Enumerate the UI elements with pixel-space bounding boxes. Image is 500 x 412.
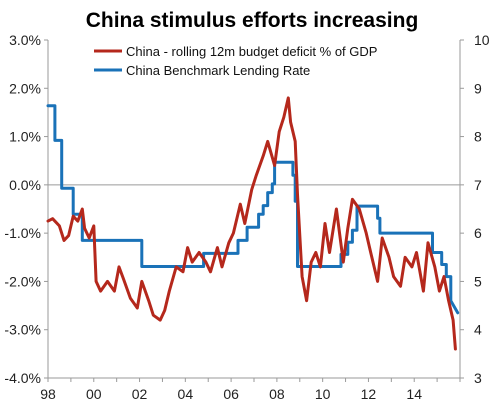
y-left-tick-label: 3.0% — [9, 32, 41, 48]
series-line-budget-deficit — [46, 96, 457, 351]
x-tick-label: 02 — [132, 386, 148, 402]
x-tick-label: 04 — [178, 386, 194, 402]
y-left-tick-label: -4.0% — [4, 370, 41, 386]
y-right-tick-label: 4 — [474, 322, 482, 338]
x-tick-label: 98 — [40, 386, 56, 402]
x-tick-label: 10 — [315, 386, 331, 402]
x-tick-label: 08 — [269, 386, 285, 402]
chart-title: China stimulus efforts increasing — [86, 9, 419, 32]
y-right-tick-label: 7 — [474, 177, 482, 193]
y-left-tick-label: 2.0% — [9, 80, 41, 96]
legend: China - rolling 12m budget deficit % of … — [94, 44, 377, 78]
series-line-lending-rate — [46, 104, 460, 315]
y-right-tick-label: 9 — [474, 80, 482, 96]
y-right-tick-label: 6 — [474, 225, 482, 241]
x-tick-label: 14 — [406, 386, 422, 402]
series-layer — [46, 96, 460, 351]
y-right-tick-label: 5 — [474, 273, 482, 289]
y-left-tick-label: 1.0% — [9, 129, 41, 145]
y-left-tick-label: -1.0% — [4, 225, 41, 241]
y-right-tick-label: 8 — [474, 129, 482, 145]
y-left-tick-label: -3.0% — [4, 322, 41, 338]
y-left-tick-label: 0.0% — [9, 177, 41, 193]
x-tick-label: 06 — [223, 386, 239, 402]
legend-label-lending-rate: China Benchmark Lending Rate — [126, 63, 310, 78]
axes: -4.0% -3.0% -2.0% -1.0% 0.0% 1.0% 2.0% 3.0% 3 4 5 6… — [4, 32, 489, 402]
y-left-tick-label: -2.0% — [4, 273, 41, 289]
x-tick-label: 00 — [86, 386, 102, 402]
legend-label-deficit: China - rolling 12m budget deficit % of … — [126, 44, 377, 59]
x-tick-label: 12 — [361, 386, 377, 402]
y-right-tick-label: 10 — [474, 32, 490, 48]
y-right-tick-label: 3 — [474, 370, 482, 386]
